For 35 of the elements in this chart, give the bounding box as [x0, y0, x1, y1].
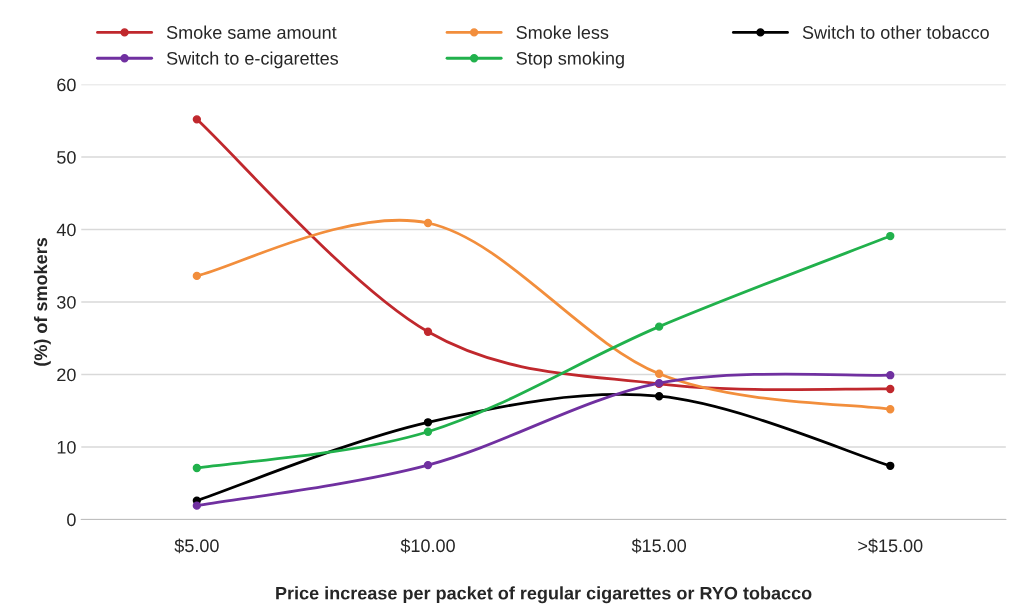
point — [886, 384, 895, 394]
y-tick-label: 0 — [67, 513, 76, 527]
point — [192, 501, 202, 510]
legend-label: Switch to other tobacco — [802, 25, 989, 39]
point — [654, 322, 664, 331]
y-axis-title: (%) of smokers — [33, 238, 51, 366]
y-tick-label: 10 — [57, 440, 76, 454]
point — [886, 461, 895, 470]
legend-label: Smoke same amount — [166, 25, 337, 39]
point — [886, 405, 895, 414]
point — [423, 327, 433, 336]
point — [423, 418, 433, 427]
x-tick-label: $10.00 — [400, 538, 455, 554]
y-tick-label: 20 — [57, 368, 76, 382]
point — [192, 115, 202, 124]
x-tick-label: >$15.00 — [858, 538, 923, 554]
point — [423, 218, 433, 228]
point — [423, 460, 433, 470]
x-tick-label: $15.00 — [631, 538, 687, 554]
x-axis-title: Price increase per packet of regular cigarettes or RYO tobacco — [276, 586, 812, 604]
point — [886, 231, 895, 241]
legend-label: Stop smoking — [516, 51, 624, 69]
legend-label: Smoke less — [516, 25, 609, 39]
y-tick-label: 30 — [57, 295, 76, 309]
y-tick-label: 40 — [56, 223, 76, 237]
point — [886, 371, 895, 380]
point — [654, 369, 664, 378]
point — [654, 392, 664, 401]
point — [192, 463, 202, 473]
legend-label: Switch to e-cigarettes — [166, 51, 339, 69]
y-tick-label: 50 — [57, 150, 76, 164]
point — [192, 271, 202, 281]
point — [423, 427, 433, 436]
x-tick-label: $5.00 — [174, 538, 219, 554]
y-tick-label: 60 — [57, 78, 76, 92]
